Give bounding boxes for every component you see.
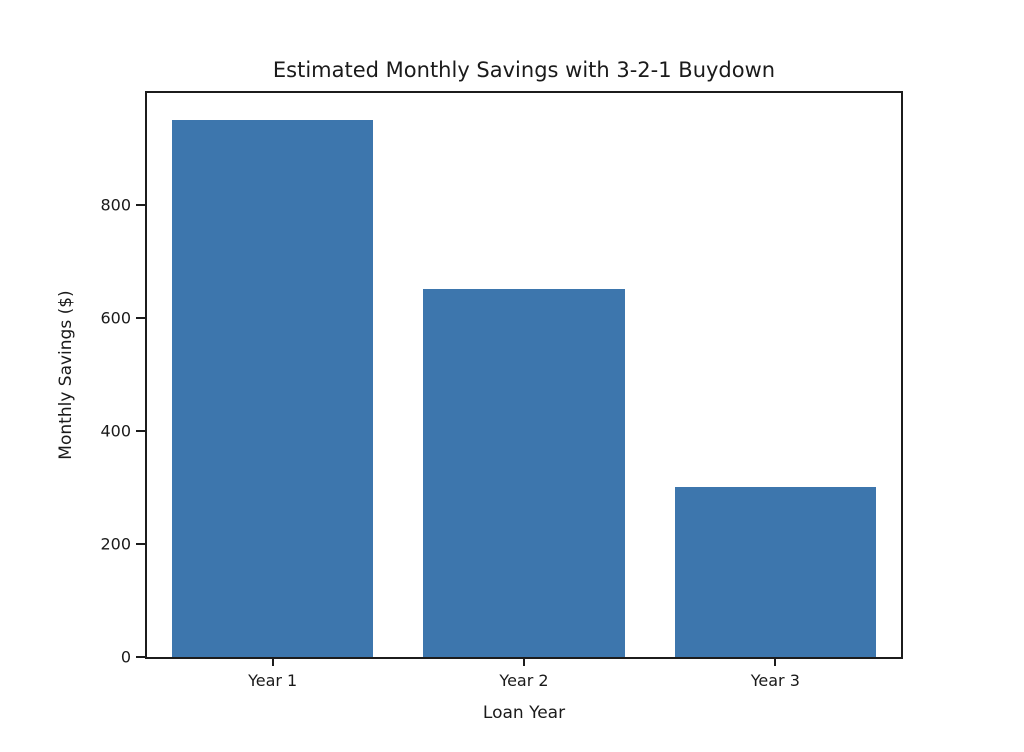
x-tick-mark: [523, 657, 525, 666]
x-tick-label: Year 3: [750, 671, 800, 690]
y-tick-label: 800: [100, 195, 131, 215]
x-axis-label: Loan Year: [482, 703, 566, 723]
y-tick-label: 600: [100, 308, 131, 328]
x-tick-mark: [774, 657, 777, 666]
x-tick-mark: [271, 657, 274, 666]
y-tick-mark: [136, 316, 145, 319]
y-tick-mark: [136, 656, 145, 658]
y-tick-mark: [136, 429, 145, 432]
y-tick-label: 400: [100, 421, 131, 441]
y-tick-label: 0: [120, 647, 131, 667]
y-tick-mark: [136, 203, 145, 206]
x-tick-label: Year 1: [248, 671, 298, 690]
bar-year-3: [674, 487, 876, 657]
chart-title: Estimated Monthly Savings with 3-2-1 Buy…: [272, 58, 776, 82]
x-tick-label: Year 2: [499, 671, 549, 690]
bar-year-1: [172, 119, 374, 657]
y-axis-label: Monthly Savings ($): [56, 290, 76, 460]
y-tick-label: 200: [100, 534, 131, 554]
y-tick-mark: [136, 542, 145, 545]
bar-year-2: [423, 289, 625, 657]
plot-area: Year 1 Year 2 Year 3 0 200 400 600 800: [100, 91, 903, 690]
